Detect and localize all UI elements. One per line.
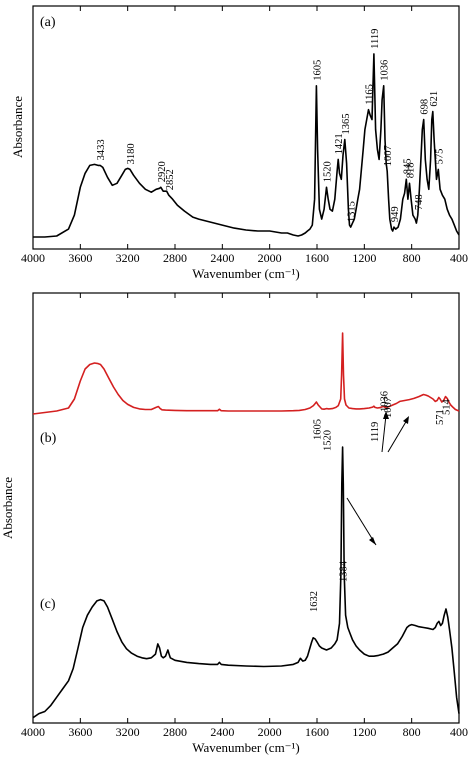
panel-a-x-axis-title: Wavenumber (cm⁻¹) xyxy=(192,266,300,281)
x-tick-label: 3200 xyxy=(116,251,140,265)
panel-a-series xyxy=(33,53,460,238)
panel-b-label: (b) xyxy=(40,431,57,446)
x-tick-label: 800 xyxy=(403,725,421,739)
peak-label-1632: 1632 xyxy=(309,591,320,612)
panel-a: (a) Absorbance Wavenumber (cm⁻¹) 4000 360… xyxy=(10,5,468,281)
panel-a-label: (a) xyxy=(40,15,56,30)
peak-label-1036: 1036 xyxy=(380,391,391,412)
peak-label-1605: 1605 xyxy=(312,60,323,81)
peak-label-698: 698 xyxy=(420,99,431,115)
peak-label-1315: 1315 xyxy=(347,201,358,222)
peak-label-621: 621 xyxy=(429,91,440,107)
peak-label-2852: 2852 xyxy=(165,169,176,190)
x-tick-label: 4000 xyxy=(21,725,45,739)
panel-a-y-axis-title: Absorbance xyxy=(10,96,25,158)
arrow-1384-shaft xyxy=(346,497,377,546)
arrow-1007-head xyxy=(403,416,409,424)
spectrum-line-b xyxy=(32,332,460,415)
peak-label-1605: 1605 xyxy=(312,419,323,440)
peak-label-1119: 1119 xyxy=(370,29,381,49)
x-tick-label: 2000 xyxy=(258,725,282,739)
x-tick-label: 1200 xyxy=(352,725,376,739)
peak-label-1384: 1384 xyxy=(339,560,350,582)
panel-c-label: (c) xyxy=(40,597,56,612)
panel-bc-series xyxy=(32,332,460,719)
x-tick-label: 400 xyxy=(450,251,468,265)
x-tick-label: 2800 xyxy=(163,251,187,265)
peak-label-1520: 1520 xyxy=(323,430,334,451)
peak-label-845: 845 xyxy=(402,159,413,175)
x-tick-label: 2400 xyxy=(210,251,234,265)
arrow-1036-shaft xyxy=(381,414,387,453)
x-tick-label: 800 xyxy=(403,251,421,265)
peak-label-748: 748 xyxy=(414,194,425,210)
peak-label-3180: 3180 xyxy=(126,143,137,164)
peak-label-1165: 1165 xyxy=(365,84,376,105)
panel-a-x-ticks: 4000 3600 3200 2800 2400 2000 1600 1200 800 400 xyxy=(21,6,468,265)
peak-label-2920: 2920 xyxy=(157,161,168,182)
peak-label-1007: 1007 xyxy=(383,145,394,166)
x-tick-label: 3200 xyxy=(116,725,140,739)
panel-bc-x-axis-title: Wavenumber (cm⁻¹) xyxy=(192,740,300,755)
peak-label-1520: 1520 xyxy=(323,161,334,182)
arrow-1384-head xyxy=(369,537,376,545)
x-tick-label: 3600 xyxy=(68,725,92,739)
peak-label-3433: 3433 xyxy=(96,139,107,160)
x-tick-label: 400 xyxy=(450,725,468,739)
x-tick-label: 2800 xyxy=(163,725,187,739)
spectrum-line-c xyxy=(32,446,460,719)
peak-label-1007: 1007 xyxy=(383,397,394,418)
peak-label-949: 949 xyxy=(390,206,401,222)
peak-label-1365: 1365 xyxy=(341,114,352,135)
x-tick-label: 1600 xyxy=(305,725,329,739)
x-tick-label: 1200 xyxy=(352,251,376,265)
arrow-1036-head xyxy=(383,411,389,419)
x-tick-label: 2400 xyxy=(210,725,234,739)
peak-label-571: 571 xyxy=(435,409,446,425)
panel-bc-frame xyxy=(32,292,460,724)
x-tick-label: 4000 xyxy=(21,251,45,265)
panel-a-frame xyxy=(32,5,460,250)
panel-bc-x-ticks: 4000 3600 3200 2800 2400 2000 1600 1200 800 400 xyxy=(21,293,468,739)
arrow-1007-shaft xyxy=(387,419,408,453)
panel-bc-y-axis-title: Absorbance xyxy=(0,477,15,539)
x-tick-label: 2000 xyxy=(258,251,282,265)
peak-label-1421: 1421 xyxy=(334,133,345,154)
x-tick-label: 3600 xyxy=(68,251,92,265)
peak-label-1119: 1119 xyxy=(370,422,381,442)
x-tick-label: 1600 xyxy=(305,251,329,265)
peak-label-818: 818 xyxy=(406,163,417,179)
peak-label-514: 514 xyxy=(442,399,453,416)
peak-label-575: 575 xyxy=(434,149,445,165)
peak-label-1036: 1036 xyxy=(380,60,391,81)
spectrum-line-a xyxy=(33,53,460,238)
panel-bc: (b) (c) Absorbance Wavenumber (cm⁻¹) 400… xyxy=(0,292,468,755)
